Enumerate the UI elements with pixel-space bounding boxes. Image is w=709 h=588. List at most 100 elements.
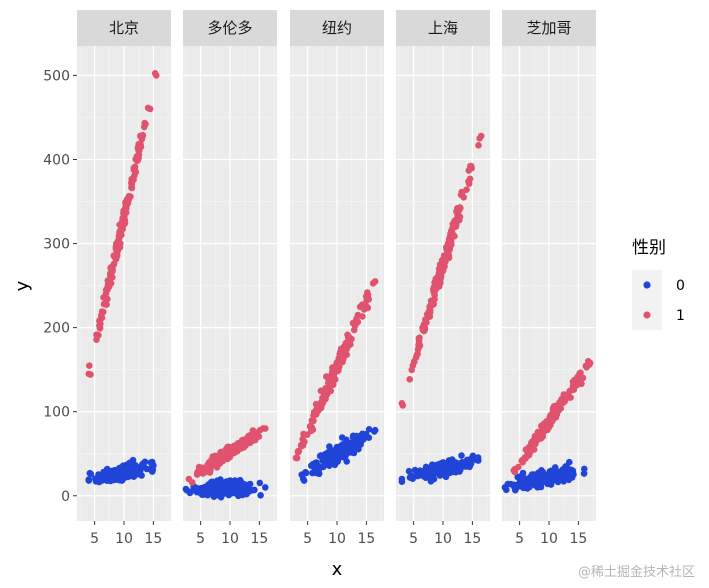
- series-0: [85, 426, 588, 501]
- data-point: [257, 492, 264, 499]
- data-point: [326, 443, 333, 450]
- data-point: [531, 436, 539, 443]
- facet-strip: [183, 10, 277, 46]
- data-point: [435, 269, 443, 277]
- legend-label: 1: [676, 308, 685, 324]
- data-point: [139, 132, 147, 140]
- y-tick-label: 0: [61, 489, 70, 505]
- x-tick-label: 5: [515, 531, 524, 547]
- facet-strip-label: 纽约: [322, 19, 352, 37]
- x-tick-label: 15: [463, 531, 481, 547]
- data-point: [221, 489, 229, 497]
- data-point: [125, 193, 133, 201]
- data-point: [437, 471, 445, 479]
- data-point: [519, 481, 526, 488]
- data-point: [523, 453, 531, 460]
- data-point: [351, 320, 359, 327]
- data-point: [430, 284, 438, 291]
- x-tick-label: 15: [357, 531, 375, 547]
- data-point: [581, 465, 588, 473]
- data-point: [406, 376, 414, 383]
- data-point: [213, 462, 221, 470]
- legend-item: 1: [632, 300, 685, 330]
- data-point: [116, 476, 123, 484]
- data-point: [477, 132, 485, 140]
- data-point: [347, 447, 354, 454]
- facet-strip: [290, 10, 384, 46]
- data-point: [501, 484, 509, 491]
- data-point: [364, 304, 372, 312]
- data-point: [95, 471, 102, 478]
- x-tick-label: 10: [115, 531, 133, 547]
- x-tick-label: 10: [328, 531, 346, 547]
- data-point: [253, 430, 260, 438]
- data-point: [323, 373, 330, 380]
- data-point: [335, 355, 343, 363]
- legend-swatch: [643, 311, 651, 319]
- data-point: [425, 308, 433, 315]
- data-point: [153, 72, 160, 79]
- data-point: [580, 470, 588, 477]
- data-point: [206, 484, 214, 491]
- data-point: [359, 313, 366, 320]
- data-point: [294, 448, 302, 456]
- data-point: [343, 351, 351, 359]
- x-tick-label: 15: [144, 531, 162, 547]
- data-point: [328, 381, 336, 388]
- data-point: [245, 488, 253, 495]
- data-point: [256, 479, 264, 487]
- watermark: @稀土掘金技术社区: [577, 565, 695, 580]
- x-tick-label: 10: [540, 531, 558, 547]
- data-point: [226, 483, 234, 491]
- data-point: [112, 244, 120, 251]
- data-point: [338, 434, 346, 441]
- y-tick-label: 200: [43, 321, 70, 337]
- data-point: [312, 400, 320, 408]
- data-point: [128, 459, 136, 467]
- data-point: [135, 141, 142, 148]
- facet-strip-label: 上海: [428, 19, 458, 37]
- facet-strip-label: 多伦多: [207, 19, 252, 37]
- y-tick-label: 100: [43, 405, 70, 421]
- data-point: [334, 444, 342, 452]
- data-point: [442, 253, 449, 261]
- facet-panels: 北京 多伦多 纽约 上海 芝加哥: [77, 10, 596, 521]
- data-point: [559, 395, 567, 403]
- data-point: [449, 220, 457, 228]
- data-point: [428, 473, 435, 480]
- data-point: [343, 345, 350, 353]
- data-point: [570, 386, 578, 394]
- data-point: [96, 325, 104, 332]
- data-point: [251, 486, 258, 494]
- data-point: [447, 230, 454, 237]
- series-1: [85, 70, 594, 486]
- data-point: [519, 469, 527, 477]
- data-point: [453, 208, 460, 215]
- data-point: [195, 467, 202, 475]
- data-point: [560, 466, 567, 473]
- data-point: [583, 364, 590, 371]
- legend-title: 性别: [632, 238, 666, 258]
- data-point: [463, 186, 470, 193]
- data-point: [527, 479, 535, 486]
- data-point: [557, 475, 564, 482]
- data-point: [411, 466, 419, 474]
- legend-swatch: [643, 281, 651, 289]
- data-point: [510, 481, 517, 489]
- data-point: [466, 175, 474, 183]
- data-point: [316, 452, 324, 460]
- data-point: [465, 180, 473, 187]
- y-tick-label: 400: [43, 152, 70, 168]
- facet-strip: [396, 10, 490, 46]
- data-point: [237, 480, 244, 487]
- data-point: [194, 488, 202, 495]
- data-point: [311, 466, 319, 473]
- x-tick-label: 5: [409, 531, 418, 547]
- data-point: [110, 260, 118, 268]
- data-point: [142, 120, 149, 128]
- data-point: [514, 473, 521, 481]
- y-tick-label: 500: [43, 68, 70, 84]
- data-point: [546, 468, 554, 475]
- data-point: [465, 456, 473, 464]
- data-point: [299, 442, 307, 449]
